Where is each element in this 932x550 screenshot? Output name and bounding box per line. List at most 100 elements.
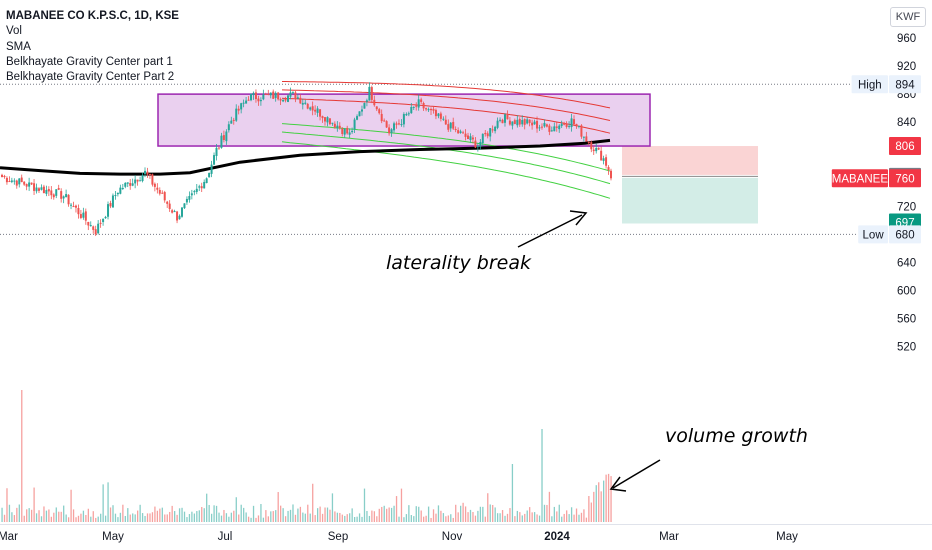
volume-bar bbox=[482, 506, 484, 522]
candle-body bbox=[200, 186, 203, 189]
candle-body bbox=[220, 135, 223, 148]
candle-body bbox=[97, 223, 100, 234]
candle-body bbox=[277, 92, 280, 100]
candle bbox=[161, 190, 164, 194]
candle bbox=[23, 181, 26, 186]
candle bbox=[481, 133, 484, 147]
candle-body bbox=[94, 229, 97, 235]
volume-bar bbox=[48, 509, 50, 522]
volume-bar bbox=[275, 510, 277, 522]
candle-body bbox=[563, 123, 566, 125]
candle-body bbox=[237, 108, 240, 111]
legend-gravity-1[interactable]: Belkhayate Gravity Center part 1 bbox=[6, 55, 173, 68]
volume-bar bbox=[331, 493, 334, 522]
candle-body bbox=[84, 211, 87, 221]
volume-bar bbox=[95, 517, 97, 522]
volume-bar bbox=[77, 515, 80, 522]
volume-bar bbox=[302, 512, 304, 522]
volume-bar bbox=[363, 488, 366, 522]
candle-body bbox=[501, 119, 504, 124]
low-value: 680 bbox=[895, 229, 914, 241]
candle bbox=[380, 109, 383, 124]
candle-body bbox=[494, 126, 497, 132]
candle bbox=[395, 121, 398, 129]
candle bbox=[284, 96, 287, 103]
volume-bar bbox=[452, 517, 454, 522]
volume-bar bbox=[21, 390, 23, 522]
candle-body bbox=[437, 113, 440, 117]
volume-bar bbox=[408, 505, 410, 522]
candles bbox=[1, 82, 612, 237]
currency-button[interactable]: KWF bbox=[890, 7, 926, 27]
candle bbox=[415, 102, 418, 111]
volume-bar bbox=[553, 506, 555, 522]
candle-body bbox=[587, 141, 590, 143]
candle bbox=[193, 189, 196, 196]
candle-body bbox=[92, 226, 95, 230]
candle-body bbox=[548, 125, 551, 132]
legend-sma[interactable]: SMA bbox=[6, 40, 31, 53]
candle-body bbox=[516, 119, 519, 126]
candle-body bbox=[57, 188, 60, 190]
candle-body bbox=[171, 210, 174, 213]
volume-bar bbox=[469, 509, 472, 522]
candle-body bbox=[235, 108, 238, 121]
volume-bar bbox=[149, 513, 151, 522]
volume-bar bbox=[284, 516, 287, 522]
candle bbox=[585, 131, 588, 142]
candle bbox=[134, 175, 137, 189]
volume-bar bbox=[607, 473, 610, 522]
candle-body bbox=[282, 99, 285, 102]
candle-body bbox=[37, 188, 40, 191]
candle-body bbox=[217, 147, 220, 149]
volume-bar bbox=[432, 509, 435, 522]
candle-body bbox=[577, 125, 580, 127]
legend-vol[interactable]: Vol bbox=[6, 25, 22, 38]
candle bbox=[264, 92, 267, 96]
candle-body bbox=[523, 119, 526, 125]
candle-body bbox=[373, 99, 376, 106]
candle bbox=[301, 98, 304, 110]
candle-body bbox=[565, 124, 568, 127]
volume-bar bbox=[267, 516, 269, 522]
volume-bar bbox=[23, 515, 25, 522]
candle bbox=[77, 204, 80, 219]
candle-body bbox=[60, 191, 63, 199]
candle-body bbox=[213, 155, 216, 165]
candle bbox=[240, 102, 243, 114]
volume-bar bbox=[400, 488, 403, 522]
candle bbox=[484, 130, 487, 137]
candle-body bbox=[139, 180, 142, 182]
candle bbox=[57, 184, 60, 191]
candle bbox=[33, 178, 36, 195]
volume-bar bbox=[351, 508, 353, 522]
candle bbox=[466, 132, 469, 140]
candle bbox=[180, 207, 183, 218]
candle bbox=[605, 154, 608, 169]
volume-bar bbox=[499, 513, 501, 522]
candle bbox=[102, 218, 105, 226]
candle bbox=[560, 120, 563, 129]
candle-body bbox=[545, 124, 548, 127]
candle bbox=[540, 123, 543, 130]
volume-bar bbox=[270, 511, 272, 522]
candle-body bbox=[526, 119, 529, 124]
candle-body bbox=[370, 87, 373, 100]
volume-bar bbox=[193, 513, 196, 522]
candle bbox=[331, 122, 334, 126]
candle-body bbox=[129, 182, 132, 186]
candle bbox=[203, 179, 206, 189]
volume-bar bbox=[430, 517, 432, 522]
candle bbox=[158, 187, 161, 196]
high-name-text: High bbox=[858, 79, 882, 91]
candle-body bbox=[18, 178, 21, 185]
candle-body bbox=[353, 119, 356, 130]
candle bbox=[259, 97, 262, 106]
volume-bar bbox=[43, 506, 45, 522]
legend-gravity-2[interactable]: Belkhayate Gravity Center Part 2 bbox=[6, 71, 175, 84]
candle bbox=[412, 106, 415, 110]
candle bbox=[296, 94, 299, 100]
volume-bar bbox=[50, 516, 53, 522]
candle bbox=[309, 106, 312, 111]
